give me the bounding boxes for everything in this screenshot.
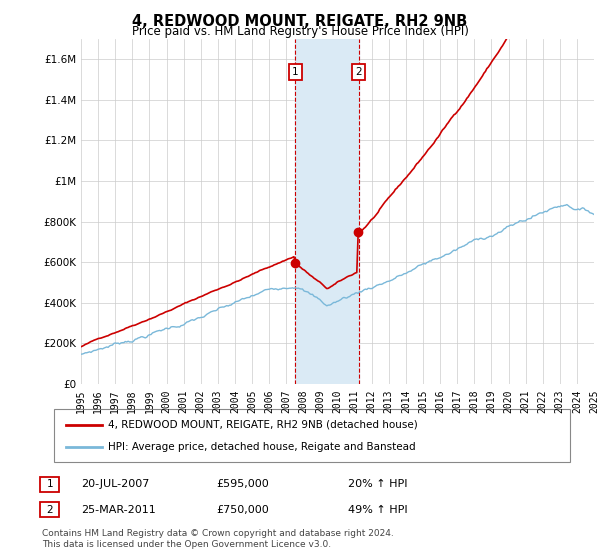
Text: 2014: 2014 — [401, 389, 411, 413]
Text: 2025: 2025 — [589, 389, 599, 413]
Text: 2010: 2010 — [332, 389, 343, 413]
Text: 2001: 2001 — [179, 389, 188, 413]
Text: 1997: 1997 — [110, 389, 120, 413]
Text: 4, REDWOOD MOUNT, REIGATE, RH2 9NB (detached house): 4, REDWOOD MOUNT, REIGATE, RH2 9NB (deta… — [108, 420, 418, 430]
Text: This data is licensed under the Open Government Licence v3.0.: This data is licensed under the Open Gov… — [42, 540, 331, 549]
Text: 20% ↑ HPI: 20% ↑ HPI — [348, 479, 407, 489]
Text: 25-MAR-2011: 25-MAR-2011 — [81, 505, 156, 515]
Text: 1: 1 — [292, 67, 299, 77]
Text: 2022: 2022 — [538, 389, 548, 413]
Text: 2008: 2008 — [298, 389, 308, 413]
Text: 20-JUL-2007: 20-JUL-2007 — [81, 479, 149, 489]
Text: 2004: 2004 — [230, 389, 240, 413]
Text: 2016: 2016 — [435, 389, 445, 413]
Text: 2009: 2009 — [316, 389, 325, 413]
Bar — [295, 39, 359, 384]
Text: 2015: 2015 — [418, 389, 428, 413]
Text: 2019: 2019 — [487, 389, 496, 413]
Text: 2020: 2020 — [503, 389, 514, 413]
Text: 2013: 2013 — [384, 389, 394, 413]
Text: HPI: Average price, detached house, Reigate and Banstead: HPI: Average price, detached house, Reig… — [108, 442, 416, 452]
Text: 2000: 2000 — [161, 389, 172, 413]
Text: 2006: 2006 — [264, 389, 274, 413]
Text: 2005: 2005 — [247, 389, 257, 413]
Text: Price paid vs. HM Land Registry's House Price Index (HPI): Price paid vs. HM Land Registry's House … — [131, 25, 469, 38]
Text: Contains HM Land Registry data © Crown copyright and database right 2024.: Contains HM Land Registry data © Crown c… — [42, 529, 394, 538]
Text: 2003: 2003 — [213, 389, 223, 413]
Text: 1995: 1995 — [76, 389, 86, 413]
Text: 4, REDWOOD MOUNT, REIGATE, RH2 9NB: 4, REDWOOD MOUNT, REIGATE, RH2 9NB — [133, 14, 467, 29]
Text: 2023: 2023 — [555, 389, 565, 413]
Text: 49% ↑ HPI: 49% ↑ HPI — [348, 505, 407, 515]
Text: 2024: 2024 — [572, 389, 582, 413]
Text: 2011: 2011 — [350, 389, 359, 413]
Text: 2: 2 — [355, 67, 362, 77]
Text: 2012: 2012 — [367, 389, 377, 413]
Text: 2: 2 — [46, 505, 53, 515]
Text: 1996: 1996 — [93, 389, 103, 413]
Text: 1999: 1999 — [145, 389, 154, 413]
Text: 2018: 2018 — [469, 389, 479, 413]
Text: 2007: 2007 — [281, 389, 291, 413]
Text: 2002: 2002 — [196, 389, 206, 413]
Text: 2021: 2021 — [521, 389, 530, 413]
Text: 1998: 1998 — [127, 389, 137, 413]
Text: 1: 1 — [46, 479, 53, 489]
Text: £595,000: £595,000 — [216, 479, 269, 489]
Text: £750,000: £750,000 — [216, 505, 269, 515]
Text: 2017: 2017 — [452, 389, 462, 413]
